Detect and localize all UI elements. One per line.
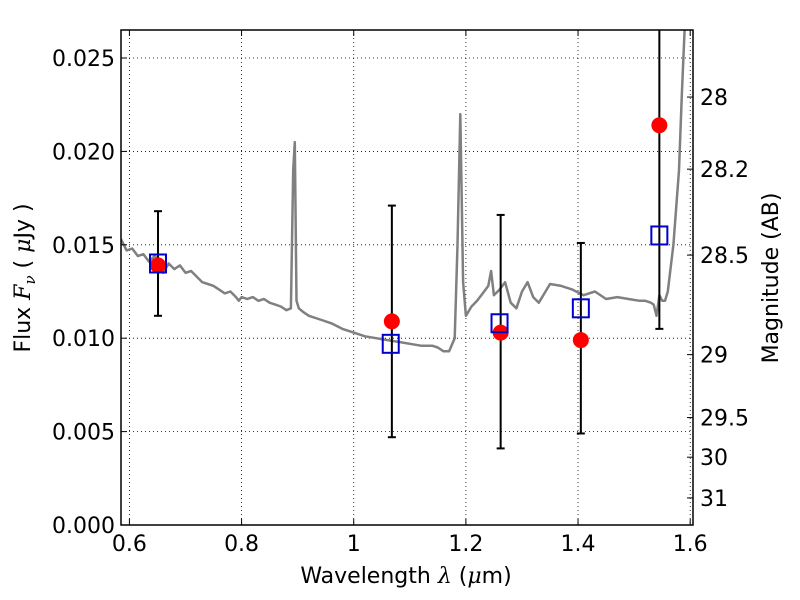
grid-lines [121, 30, 693, 525]
plot-frame [120, 29, 694, 526]
y-tick-label: 0.025 [52, 47, 115, 72]
y-axis-label: Flux Fν ( μJy ) [11, 203, 39, 352]
axes: 0.6 0.8 1 1.2 1.4 1.6 0.000 0.005 0.010 0.015 0.02… [52, 30, 749, 557]
y-tick-label: 0.005 [52, 421, 115, 446]
model-flux-square [149, 253, 168, 274]
plot-clipped [121, 30, 686, 450]
x-tick-label: 1.2 [448, 532, 483, 557]
observed-flux-point [651, 117, 668, 134]
y2-tick-label: 29.5 [700, 407, 749, 432]
model-flux-square [650, 225, 669, 246]
x-tick-label: 1.6 [673, 532, 708, 557]
y-tick-label: 0.020 [52, 140, 115, 165]
y2-tick-label: 30 [700, 446, 728, 471]
y-tick-label: 0.010 [52, 327, 115, 352]
y-tick-label: 0.015 [52, 234, 115, 259]
x-tick-label: 0.6 [112, 532, 147, 557]
model-flux-square [490, 313, 509, 334]
observed-flux-point [383, 313, 400, 330]
y2-tick-label: 28.2 [700, 158, 749, 183]
observed-flux-point [572, 332, 589, 349]
x-tick-label: 1 [347, 532, 361, 557]
y2-tick-label: 28 [700, 86, 728, 111]
y2-tick-label: 31 [700, 487, 728, 512]
x-axis-label: Wavelength λ (μm) [300, 564, 511, 589]
plot-area [121, 30, 686, 450]
y2-tick-label: 29 [700, 344, 728, 369]
y2-axis-label: Magnitude (AB) [759, 193, 784, 364]
y2-tick-label: 28.5 [700, 244, 749, 269]
model-spectrum-line [121, 30, 686, 353]
observed-flux-point [150, 257, 167, 274]
x-tick-label: 1.4 [561, 532, 596, 557]
y-tick-label: 0.000 [52, 514, 115, 539]
model-flux-square [571, 298, 590, 319]
model-flux-square [381, 333, 400, 354]
x-tick-label: 0.8 [224, 532, 259, 557]
